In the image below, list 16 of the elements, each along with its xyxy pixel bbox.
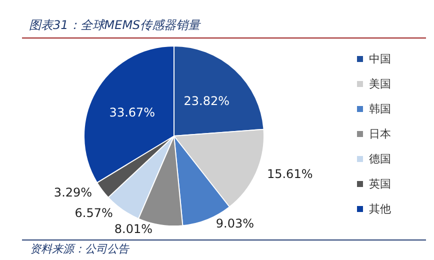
data-label: 15.61% [266, 167, 313, 182]
legend-label: 其他 [369, 202, 391, 216]
data-label: 23.82% [184, 94, 230, 108]
legend-label: 中国 [369, 52, 391, 66]
legend-label: 英国 [369, 178, 391, 190]
legend-label: 德国 [369, 152, 391, 166]
data-label: 33.67% [109, 105, 156, 120]
data-label: 3.29% [54, 186, 92, 200]
legend-label: 韩国 [369, 102, 391, 116]
data-label: 9.03% [216, 216, 254, 230]
legend-label: 日本 [369, 128, 391, 140]
text: 资料来源：公司公告 [30, 242, 130, 256]
data-label: 8.01% [114, 222, 152, 236]
data-label: 6.57% [74, 206, 113, 220]
chart-title: 图表31：全球MEMS传感器销量 [29, 18, 202, 32]
legend-label: 美国 [369, 78, 391, 90]
